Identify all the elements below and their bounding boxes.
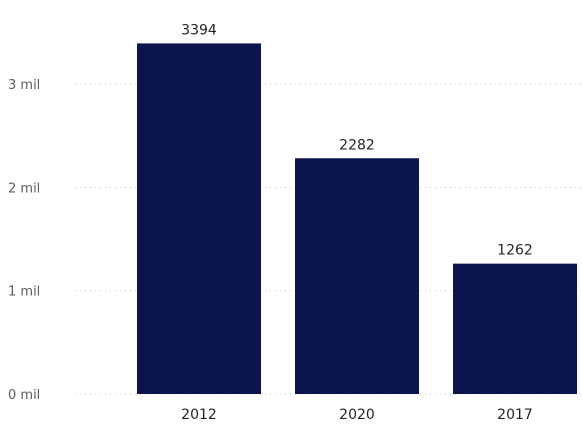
bar-2017[interactable]: [453, 263, 577, 394]
y-tick-label-3: 3 mil: [8, 78, 40, 93]
data-label-2020: 2282: [339, 137, 375, 153]
y-tick-label-1: 1 mil: [8, 285, 40, 300]
y-axis: 0 mil 1 mil 2 mil 3 mil: [8, 78, 40, 403]
y-tick-label-0: 0 mil: [8, 388, 40, 403]
bars: [137, 43, 577, 394]
data-label-2012: 3394: [181, 22, 217, 38]
x-tick-label-2012: 2012: [181, 407, 217, 423]
x-axis: 2012 2020 2017: [181, 407, 533, 423]
data-labels: 3394 2282 1262: [181, 22, 533, 258]
bar-2020[interactable]: [295, 158, 419, 394]
y-tick-label-2: 2 mil: [8, 181, 40, 196]
x-tick-label-2017: 2017: [497, 407, 533, 423]
x-tick-label-2020: 2020: [339, 407, 375, 423]
bar-2012[interactable]: [137, 43, 261, 394]
data-label-2017: 1262: [497, 243, 533, 259]
